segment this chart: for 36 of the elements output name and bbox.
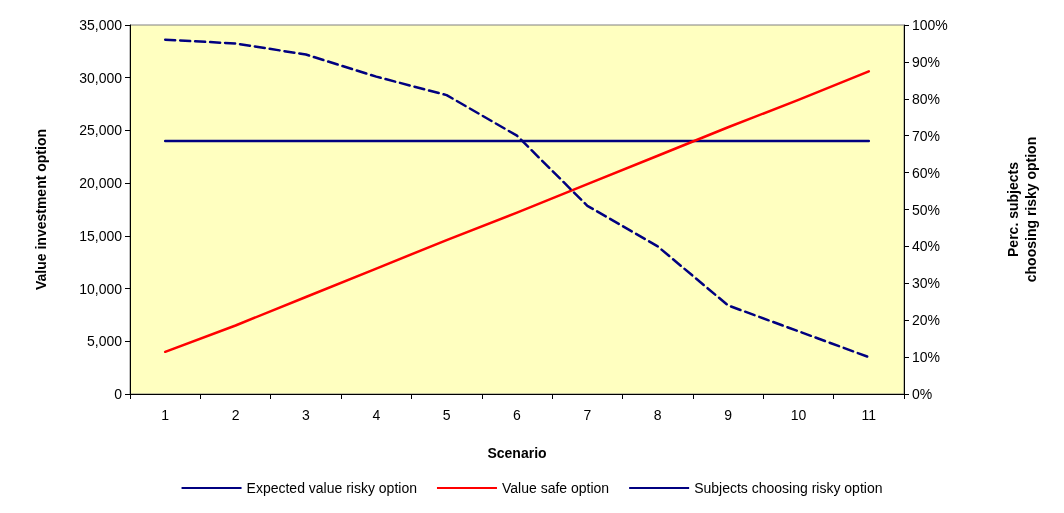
legend-label: Subjects choosing risky option [694,480,883,496]
y2-tick-label: 50% [912,201,941,218]
x-tick-label: 1 [161,407,170,423]
legend-label: Expected value risky option [246,480,417,496]
x-tick-label: 11 [861,407,877,423]
x-tick-label: 5 [442,407,451,423]
y-tick-label: 35,000 [79,17,123,33]
legend-label: Value safe option [501,480,610,496]
x-axis-title: Scenario [487,445,547,461]
y2-tick-label: 30% [912,275,941,292]
y-tick-label: 5,000 [86,333,123,350]
x-tick-label: 2 [231,407,240,423]
y2-tick-label: 10% [912,349,941,366]
y-tick-label: 30,000 [79,69,123,86]
x-tick-label: 4 [372,407,381,423]
y2-tick-label: 0% [912,386,933,402]
y2-tick-label: 60% [912,164,941,181]
y2-tick-label: 70% [912,127,941,144]
y2-tick-label: 20% [912,312,941,329]
x-tick-label: 7 [583,407,592,423]
y2-tick-label: 90% [912,53,941,70]
x-tick-label: 3 [302,407,311,423]
x-tick-label: 10 [790,407,807,423]
x-tick-label: 9 [724,407,733,423]
x-tick-label: 6 [513,407,522,423]
y2-tick-label: 80% [912,90,941,107]
y2-tick-label: 100% [912,17,948,33]
y-tick-label: 15,000 [79,227,123,244]
x-tick-label: 8 [653,407,662,423]
y-tick-label: 20,000 [79,175,123,192]
y-tick-label: 25,000 [79,122,123,139]
y2-tick-label: 40% [912,238,941,255]
y-axis-title: Value investment option [33,128,49,291]
y-tick-label: 0 [114,386,123,402]
y2-axis-title: Perc. subjects choosing risky option [1005,136,1039,283]
y-tick-label: 10,000 [79,280,123,297]
